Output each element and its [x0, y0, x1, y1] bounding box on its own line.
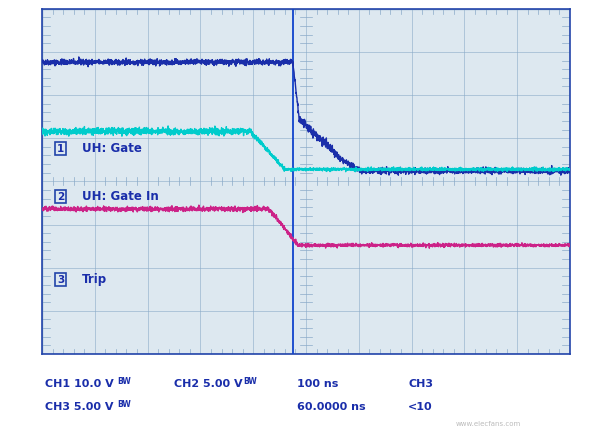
- Text: 1: 1: [57, 144, 64, 153]
- Text: Trip: Trip: [82, 273, 107, 286]
- Text: 3: 3: [57, 275, 64, 285]
- Text: CH1 10.0 V: CH1 10.0 V: [45, 379, 114, 389]
- Text: CH3 5.00 V: CH3 5.00 V: [45, 402, 113, 412]
- Text: www.elecfans.com: www.elecfans.com: [456, 421, 521, 427]
- Text: 60.0000 ns: 60.0000 ns: [297, 402, 365, 412]
- Text: CH2 5.00 V: CH2 5.00 V: [174, 379, 242, 389]
- Text: CH3: CH3: [408, 379, 433, 389]
- Text: BW: BW: [117, 377, 131, 386]
- Text: BW: BW: [243, 377, 257, 386]
- Text: 100 ns: 100 ns: [297, 379, 338, 389]
- Text: 2: 2: [57, 192, 64, 202]
- Text: <10: <10: [408, 402, 433, 412]
- Text: BW: BW: [117, 400, 131, 409]
- Text: UH: Gate: UH: Gate: [82, 142, 142, 155]
- Text: UH: Gate In: UH: Gate In: [82, 191, 158, 203]
